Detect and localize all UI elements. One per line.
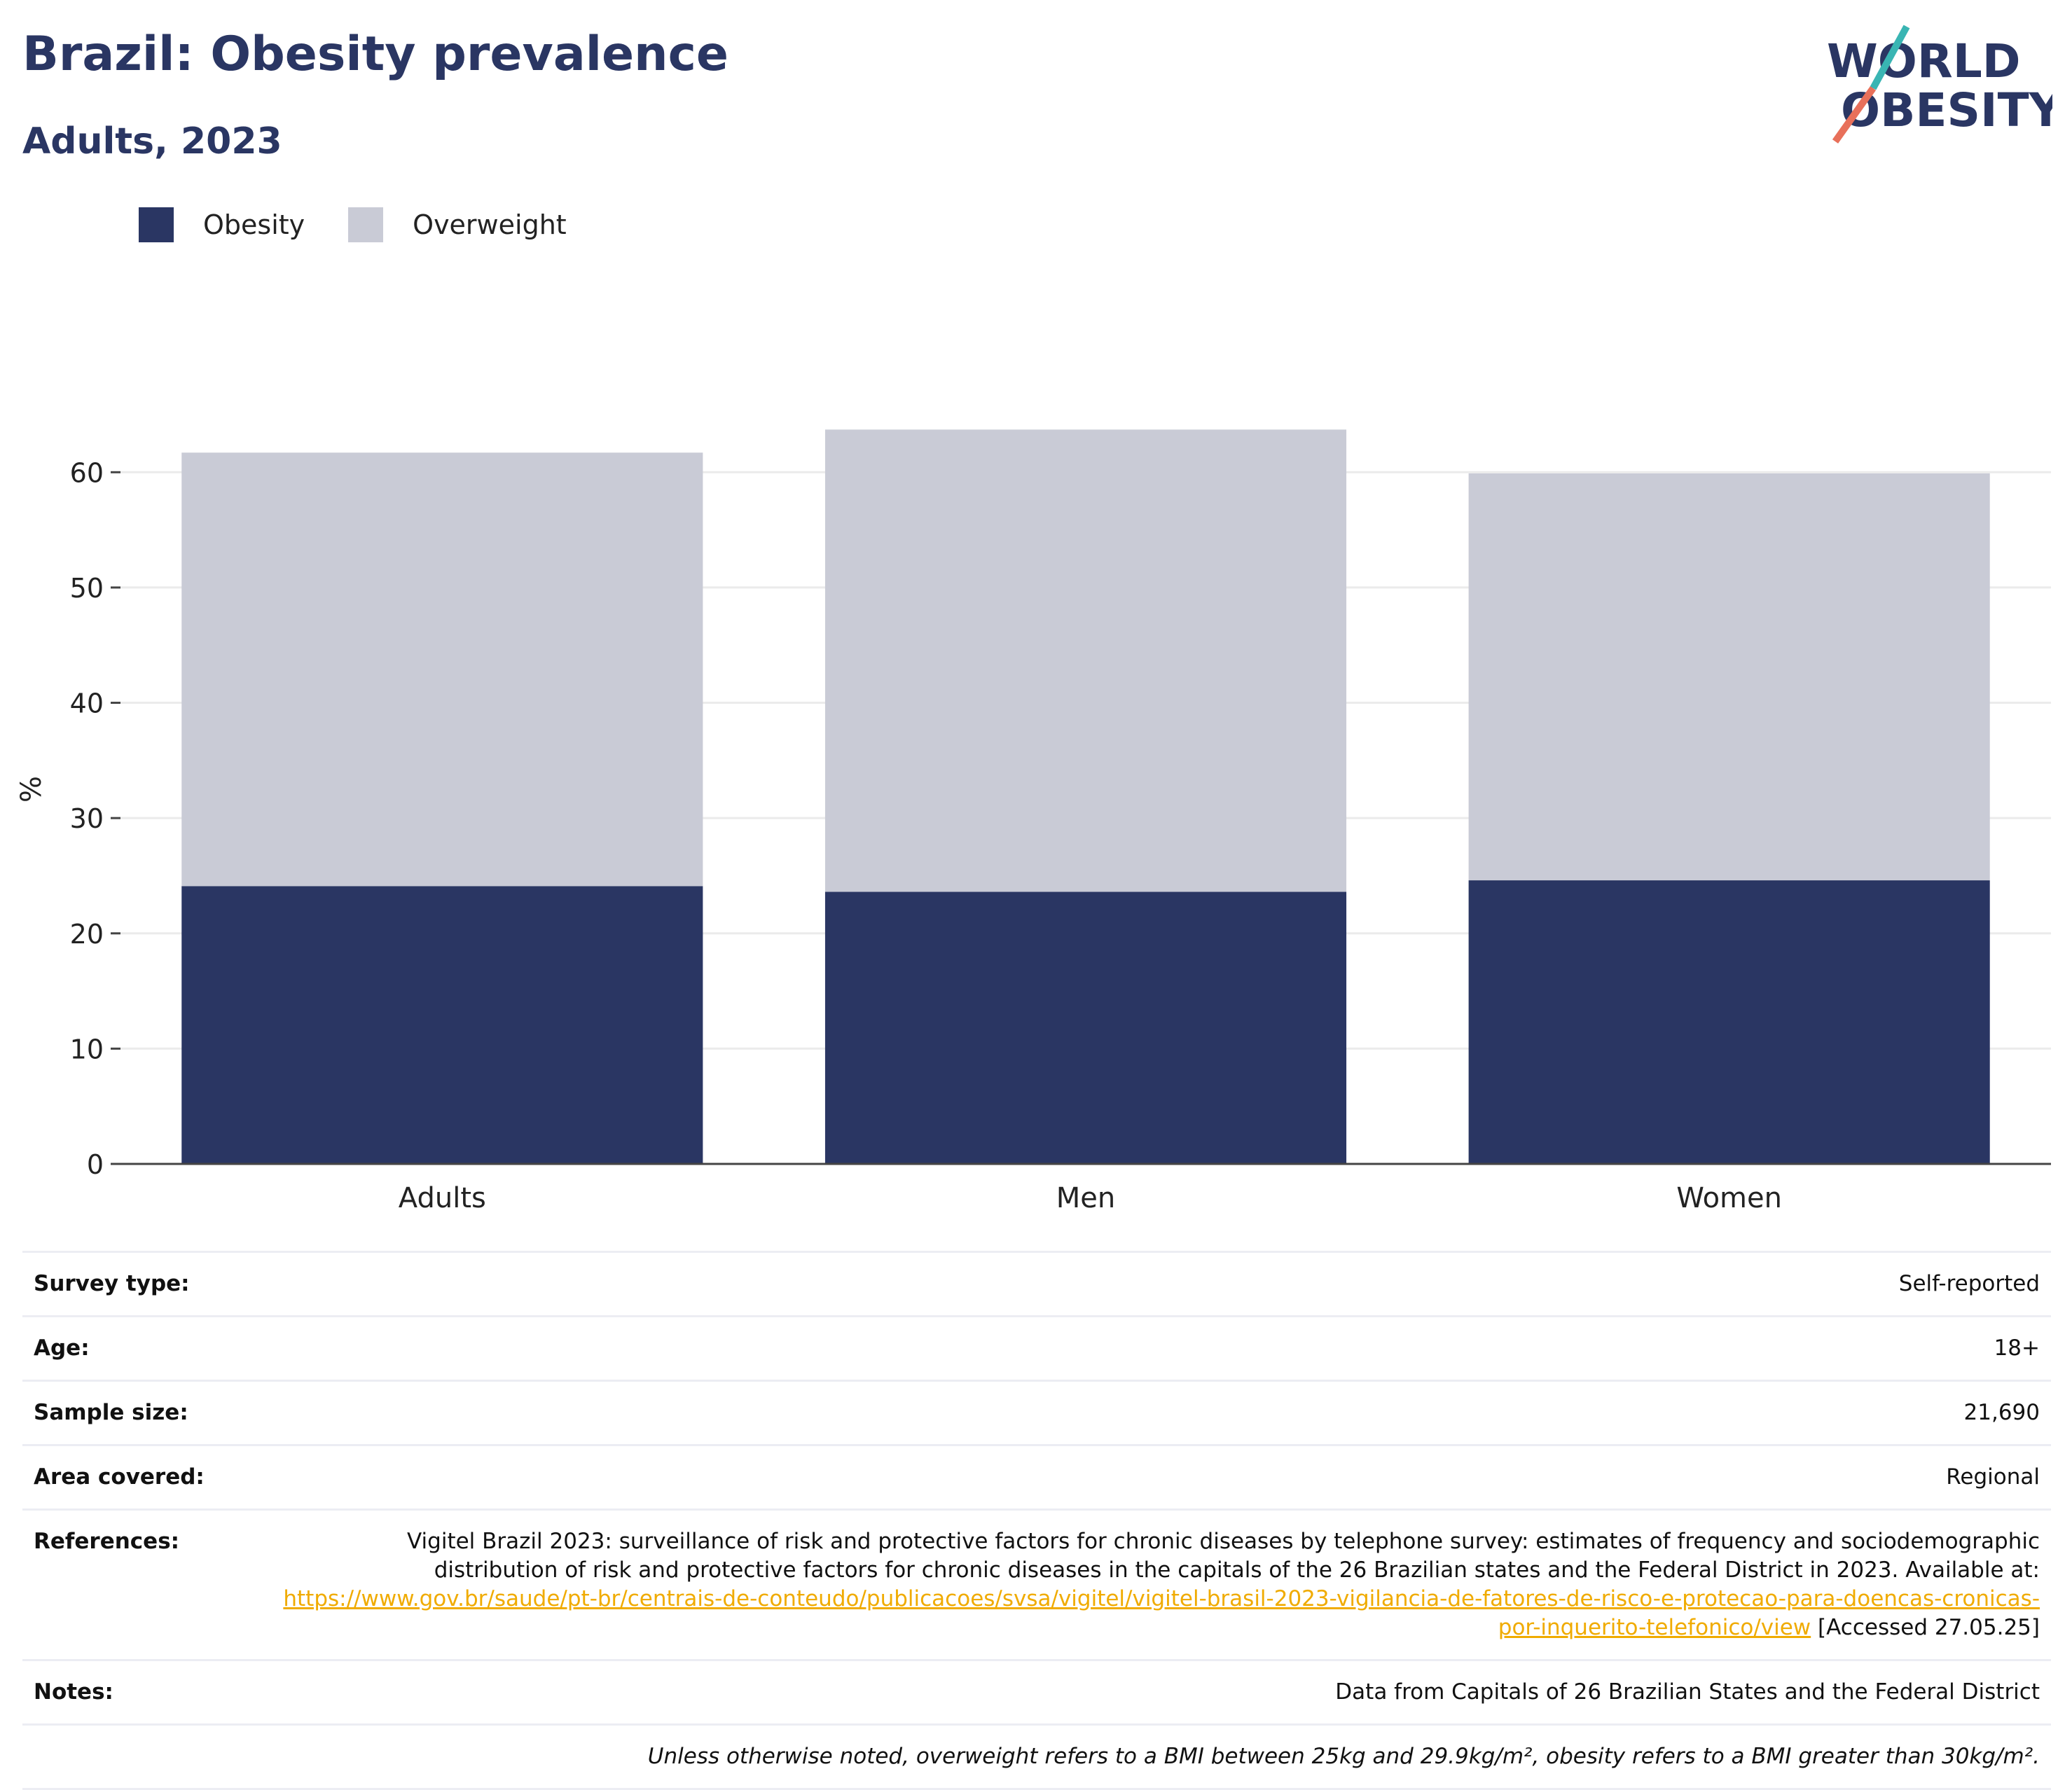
y-tick-label: 60 [70, 457, 104, 488]
references-link[interactable]: https://www.gov.br/saude/pt-br/centrais-… [283, 1586, 2040, 1640]
survey-type-label: Survey type: [22, 1251, 269, 1317]
area-covered-value: Regional [269, 1444, 2051, 1511]
references-label: References: [22, 1508, 269, 1661]
world-obesity-logo: WORLD OBESITY [1827, 25, 2052, 144]
y-tick-label: 20 [70, 919, 104, 950]
x-tick-label: Men [1056, 1182, 1115, 1214]
table-row: References: Vigitel Brazil 2023: surveil… [22, 1508, 2051, 1661]
legend-item-obesity[interactable]: Obesity [139, 207, 305, 242]
bmi-footnote: Unless otherwise noted, overweight refer… [22, 1723, 2051, 1790]
bar-overweight-women[interactable] [1468, 473, 1990, 881]
survey-type-value: Self-reported [269, 1251, 2051, 1317]
area-covered-label: Area covered: [22, 1444, 269, 1511]
notes-label: Notes: [22, 1659, 269, 1726]
table-row: Age: 18+ [22, 1315, 2051, 1382]
logo-slash-teal [1870, 25, 1910, 90]
sample-size-value: 21,690 [269, 1380, 2051, 1446]
y-tick-label: 30 [70, 803, 104, 834]
x-axis-ticks: Adults Men Women [399, 1182, 1782, 1214]
chart-subtitle: Adults, 2023 [22, 120, 282, 162]
legend-swatch-obesity [139, 207, 174, 242]
bar-obesity-women[interactable] [1468, 880, 1990, 1164]
references-text: Vigitel Brazil 2023: surveillance of ris… [407, 1529, 2040, 1583]
chart-title: Brazil: Obesity prevalence [22, 27, 729, 82]
bar-group [181, 429, 1990, 1164]
stacked-bar-chart: 0 10 20 30 40 50 60 Adults Men Women % [15, 429, 2051, 1214]
table-row: Notes: Data from Capitals of 26 Brazilia… [22, 1659, 2051, 1726]
table-row: Unless otherwise noted, overweight refer… [22, 1723, 2051, 1790]
chart-legend: Obesity Overweight [139, 207, 610, 242]
y-tick-label: 0 [87, 1149, 104, 1180]
logo-line1: WORLD [1827, 34, 2021, 88]
survey-info-table: Survey type: Self-reported Age: 18+ Samp… [22, 1251, 2051, 1790]
bar-overweight-adults[interactable] [181, 452, 703, 887]
logo-line2: OBESITY [1841, 83, 2052, 137]
references-value: Vigitel Brazil 2023: surveillance of ris… [269, 1508, 2051, 1661]
bar-obesity-men[interactable] [824, 891, 1347, 1164]
y-tick-label: 10 [70, 1034, 104, 1064]
table-row: Sample size: 21,690 [22, 1380, 2051, 1446]
x-tick-label: Adults [399, 1182, 486, 1214]
age-value: 18+ [269, 1315, 2051, 1382]
legend-label-overweight: Overweight [413, 209, 567, 240]
age-label: Age: [22, 1315, 269, 1382]
bar-obesity-adults[interactable] [181, 886, 703, 1164]
notes-value: Data from Capitals of 26 Brazilian State… [269, 1659, 2051, 1726]
legend-label-obesity: Obesity [203, 209, 305, 240]
legend-swatch-overweight [348, 207, 384, 242]
sample-size-label: Sample size: [22, 1380, 269, 1446]
y-axis-ticks: 0 10 20 30 40 50 60 [70, 457, 120, 1180]
logo-slash-coral [1832, 86, 1877, 144]
references-accessed: [Accessed 27.05.25] [1811, 1615, 2040, 1640]
y-tick-label: 50 [70, 573, 104, 604]
table-row: Survey type: Self-reported [22, 1251, 2051, 1317]
y-tick-label: 40 [70, 688, 104, 719]
bar-overweight-men[interactable] [824, 429, 1347, 892]
legend-item-overweight[interactable]: Overweight [348, 207, 567, 242]
table-row: Area covered: Regional [22, 1444, 2051, 1511]
y-axis-label: % [15, 776, 48, 803]
x-tick-label: Women [1676, 1182, 1782, 1214]
